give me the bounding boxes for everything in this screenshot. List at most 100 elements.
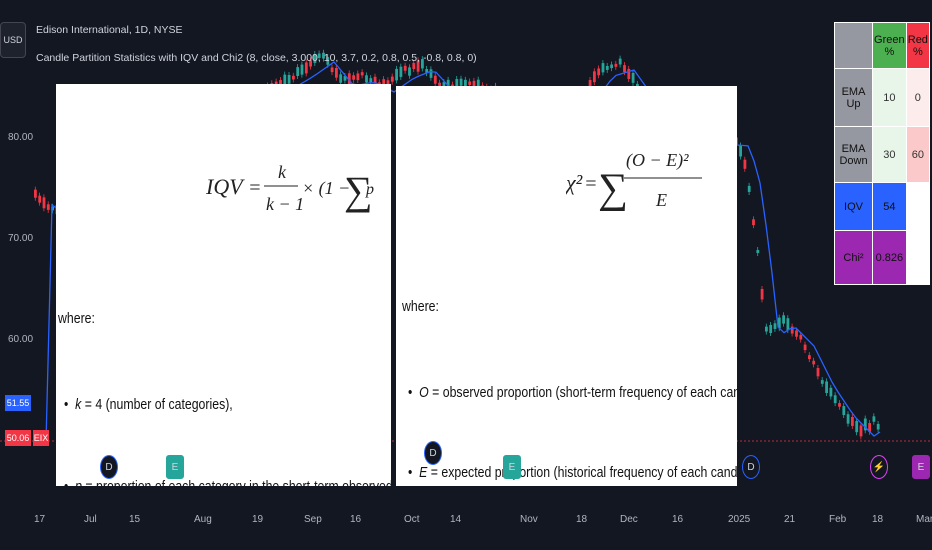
row-ema-down-green: 30 <box>872 126 907 183</box>
candle-body <box>287 74 291 84</box>
candle-body <box>786 318 790 331</box>
candle-body <box>846 414 850 424</box>
right-where-label: where: <box>402 298 439 315</box>
x-tick-label: 16 <box>672 514 684 525</box>
candle-body <box>876 423 880 430</box>
row-ema-up-label: EMA Up <box>834 68 873 127</box>
currency-box[interactable]: USD <box>0 22 26 58</box>
candle-body <box>347 73 351 85</box>
symbol-title: Edison International, 1D, NYSE <box>36 24 183 36</box>
iqv-empty <box>905 182 931 231</box>
y-label-60: 60.00 <box>8 334 34 345</box>
x-tick-label: 19 <box>252 514 264 525</box>
indicator-title[interactable]: Candle Partition Statistics with IQV and… <box>36 52 477 64</box>
close-price-tag: 50.06 <box>5 430 31 446</box>
candle-body <box>863 418 867 431</box>
svg-text:IQV: IQV <box>206 174 245 199</box>
candle-body <box>747 185 751 192</box>
svg-text:(O − E)²: (O − E)² <box>626 150 689 171</box>
earnings-marker[interactable]: E <box>503 455 521 479</box>
candle-body <box>330 67 334 73</box>
candle-body <box>476 79 480 88</box>
candle-body <box>343 76 347 81</box>
candle-body <box>296 67 300 77</box>
close-symbol-flag: EIX <box>33 430 49 446</box>
left-bullet-k-var: k <box>75 396 82 413</box>
candle-body <box>752 219 755 226</box>
x-tick-label: 21 <box>784 514 796 525</box>
x-tick-label: Mar <box>916 514 932 525</box>
candle-body <box>433 75 437 84</box>
x-tick-label: 14 <box>450 514 462 525</box>
candle-body <box>777 317 781 329</box>
candle-body <box>326 57 330 65</box>
candle-body <box>279 80 282 88</box>
candle-body <box>756 249 760 254</box>
candle-body <box>309 60 312 67</box>
left-where-label: where: <box>58 310 95 327</box>
chi2-equation-image: χ² = ∑ (O − E)² E <box>564 150 702 212</box>
dividend-marker[interactable]: D <box>742 455 760 479</box>
candle-body <box>360 72 364 76</box>
candle-body <box>51 206 54 211</box>
svg-text:E: E <box>655 190 667 210</box>
x-tick-label: Aug <box>194 514 212 525</box>
ema-price-tag: 51.55 <box>5 395 31 411</box>
chi-label: Chi² <box>834 230 873 285</box>
candle-body <box>808 355 811 360</box>
candle-body <box>317 53 321 58</box>
x-tick-label: Nov <box>520 514 538 525</box>
candle-body <box>464 79 467 86</box>
candle-body <box>593 71 596 83</box>
candle-body <box>356 73 360 81</box>
candle-body <box>416 60 420 72</box>
iqv-formula-panel: IQV = k k − 1 × (1 − ∑ p where: • k = 4 … <box>56 84 391 486</box>
dividend-marker[interactable]: D <box>100 455 118 479</box>
candle-body <box>395 68 398 81</box>
x-tick-label: 2025 <box>728 514 751 525</box>
candle-body <box>352 75 355 80</box>
right-bullet-o: • O = observed proportion (short-term fr… <box>408 384 737 401</box>
x-tick-label: Sep <box>304 514 322 525</box>
candle-body <box>438 82 441 90</box>
right-bullet-o-var: O <box>419 384 429 401</box>
row-ema-down-label: EMA Down <box>834 126 873 183</box>
svg-text:p: p <box>365 181 374 198</box>
x-tick-label: 18 <box>576 514 588 525</box>
dividend-marker[interactable]: D <box>424 441 442 465</box>
candle-body <box>833 395 837 404</box>
right-bullet-e-text: = expected proportion (historical freque… <box>430 464 737 481</box>
x-tick-label: Feb <box>829 514 847 525</box>
candle-body <box>842 406 846 416</box>
header-green: Green % <box>872 22 907 69</box>
left-bullet-k-text: = 4 (number of categories), <box>81 396 233 413</box>
candle-body <box>459 78 463 86</box>
chi2-formula-panel: χ² = ∑ (O − E)² E where: • O = observed … <box>396 86 737 486</box>
candle-body <box>421 59 424 69</box>
iqv-label: IQV <box>834 182 873 231</box>
candle-body <box>803 344 807 351</box>
earnings-marker[interactable]: E <box>166 455 184 479</box>
iqv-equation-image: IQV = k k − 1 × (1 − ∑ p <box>205 162 374 214</box>
candle-body <box>825 381 828 394</box>
svg-text:∑: ∑ <box>598 166 628 212</box>
candle-body <box>373 76 377 84</box>
earnings-marker[interactable]: E <box>912 455 930 479</box>
row-ema-up-green: 10 <box>872 68 907 127</box>
y-label-70: 70.00 <box>8 233 34 244</box>
candle-body <box>322 52 325 59</box>
candle-body <box>601 63 605 73</box>
candle-body <box>799 335 803 340</box>
candle-body <box>382 79 386 87</box>
candle-body <box>34 189 37 198</box>
candle-body <box>339 74 343 83</box>
x-tick-label: Oct <box>404 514 420 525</box>
split-marker[interactable]: ⚡ <box>870 455 888 479</box>
candle-body <box>773 323 777 329</box>
x-tick-label: 16 <box>350 514 362 525</box>
candle-body <box>618 58 622 65</box>
left-bullet-p-var: p <box>75 478 82 486</box>
svg-text:k: k <box>278 162 287 182</box>
iqv-formula: IQV = k k − 1 × (1 − ∑ p <box>205 146 376 252</box>
row-ema-down-red: 60 <box>905 126 931 183</box>
